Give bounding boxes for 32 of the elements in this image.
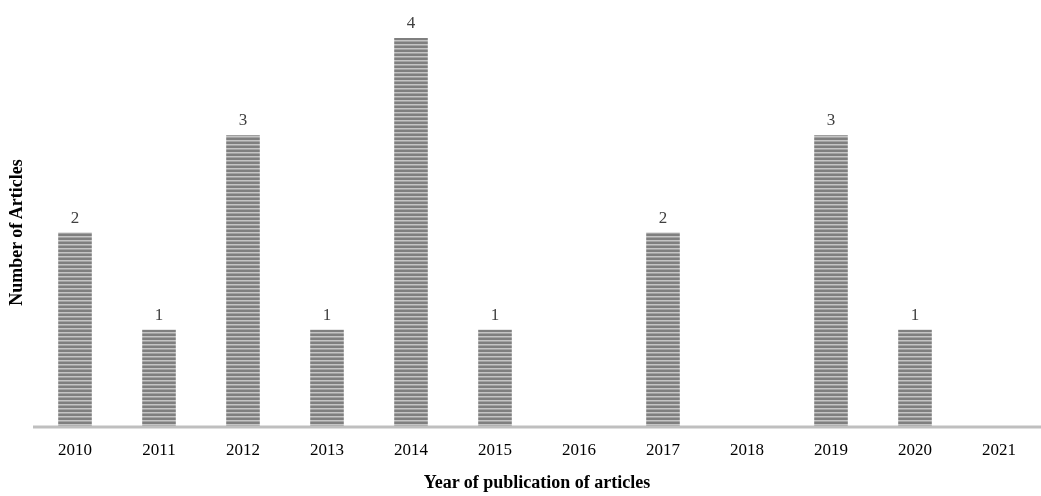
data-label: 3 [826,110,836,130]
data-label: 4 [406,13,416,32]
bar [58,232,92,427]
x-tick-label: 2014 [394,440,429,459]
data-label: 3 [238,110,248,130]
data-label: 1 [490,304,500,324]
bar [394,38,428,427]
x-tick-label: 2010 [58,440,92,459]
bar [226,135,260,427]
x-tick-label: 2011 [142,440,176,459]
bar [310,329,344,427]
x-tick-label: 2021 [982,440,1016,459]
x-tick-label: 2017 [646,440,681,459]
data-label: 2 [658,207,668,227]
data-label: 1 [910,304,920,324]
x-tick-label: 2018 [730,440,764,459]
y-axis-title: Number of Articles [6,159,26,306]
x-tick-label: 2016 [562,440,596,459]
x-axis-title: Year of publication of articles [423,472,651,492]
bar [814,135,848,427]
x-tick-label: 2015 [478,440,512,459]
x-tick-label: 2019 [814,440,848,459]
data-label: 1 [154,304,164,324]
x-tick-label: 2012 [226,440,260,459]
x-tick-label: 2020 [898,440,932,459]
bar [646,232,680,427]
bar [478,329,512,427]
bar [898,329,932,427]
data-label: 2 [70,207,80,227]
x-tick-label: 2013 [310,440,344,459]
bar [142,329,176,427]
data-label: 1 [322,304,332,324]
